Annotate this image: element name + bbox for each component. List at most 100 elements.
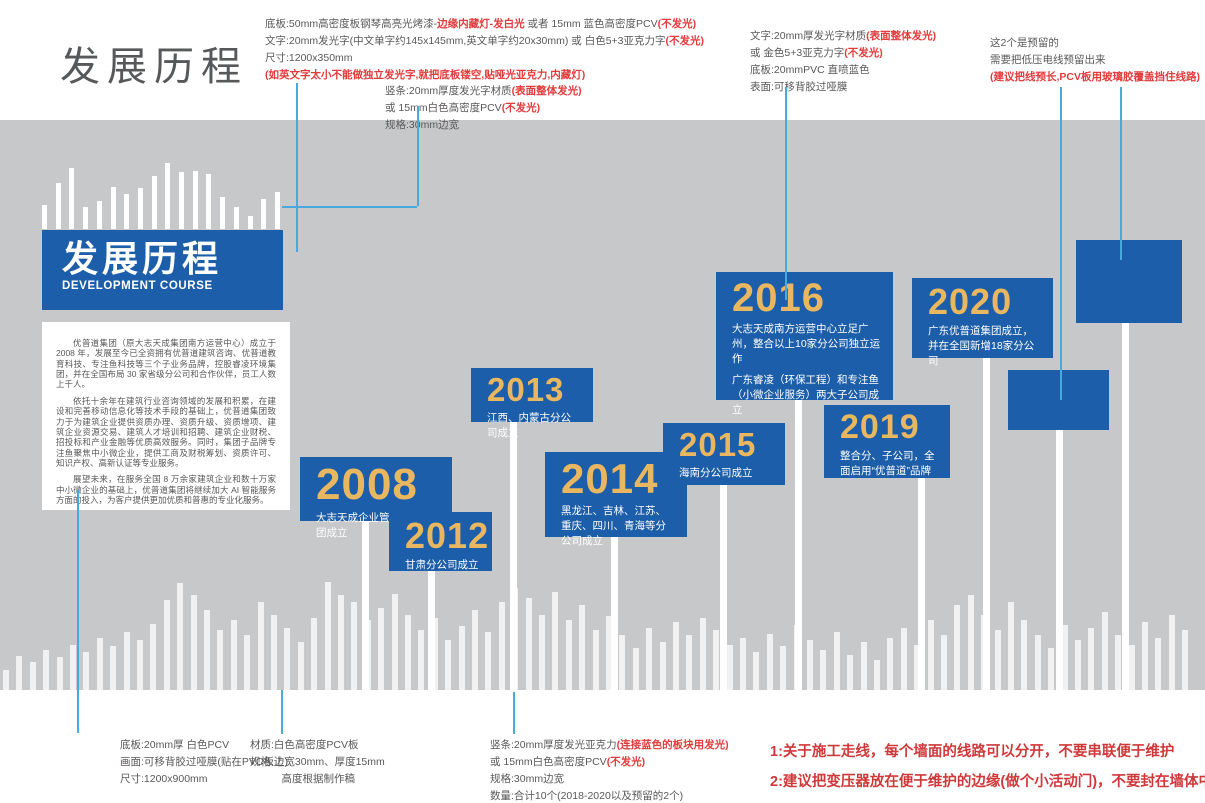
annotation-text: 规格:30mm边宽 xyxy=(490,773,565,785)
decorative-bar-bottom xyxy=(699,618,706,690)
intro-paragraph: 依托十余年在建筑行业咨询领域的发展和积累，在建设和完善移动信息化等技术手段的基础… xyxy=(56,395,276,468)
decorative-bar-bottom xyxy=(887,638,894,690)
timeline-sign-2008: 2008 大志天成企业管理咨询集团成立 xyxy=(300,457,452,539)
milestone-text: 广东优普道集团成立，并在全国新增18家分公司 xyxy=(928,324,1035,367)
decorative-bar-bottom xyxy=(552,592,559,690)
annotation-line: 画面:可移背胶过哑膜(贴在PVC板上) xyxy=(120,754,288,771)
decorative-bar-bottom xyxy=(592,630,599,690)
panel-subtitle: DEVELOPMENT COURSE xyxy=(62,279,213,292)
decorative-bar-top xyxy=(233,207,239,229)
construction-notes: 1:关于施工走线，每个墙面的线路可以分开，不要串联便于维护 2:建议把变压器放在… xyxy=(770,738,1205,797)
decorative-bar-bottom xyxy=(498,602,505,690)
milestone-description: 黑龙江、吉林、江苏、重庆、四川、青海等分公司成立 xyxy=(561,504,675,549)
milestone-description: 海南分公司成立 xyxy=(679,466,773,481)
decorative-bar-bottom xyxy=(324,582,331,690)
decorative-bar-top xyxy=(247,216,253,229)
annotation-text: 尺寸:1200x900mm xyxy=(120,773,208,785)
annotation-line: 或 金色5+3亚克力字(不发光) xyxy=(750,45,936,62)
timeline-sign-2020: 2020 广东优普道集团成立，并在全国新增18家分公司 xyxy=(912,278,1053,367)
annotation-line: 底板:20mmPVC 直喷蓝色 xyxy=(750,62,936,79)
annotation-line: 文字:20mm厚发光字材质(表面整体发光) xyxy=(750,28,936,45)
decorative-bar-bottom xyxy=(1021,620,1028,690)
annotation-text: 底板:20mmPVC 直喷蓝色 xyxy=(750,64,870,76)
decorative-bar-bottom xyxy=(271,615,277,690)
decorative-bar-bottom xyxy=(1155,638,1162,690)
decorative-bar-bottom xyxy=(29,662,36,690)
decorative-bar-bottom xyxy=(1088,628,1095,690)
construction-note-2: 2:建议把变压器放在便于维护的边缘(做个小活动门)，不要封在墙体中间 xyxy=(770,773,1205,790)
year-label: 2014 xyxy=(561,455,659,502)
decorative-bar-bottom xyxy=(83,652,90,690)
decorative-bar-bottom xyxy=(646,628,653,690)
milestone-description: 甘肃分公司成立 xyxy=(405,558,480,573)
decorative-bar-bottom xyxy=(110,646,117,690)
annotation-text: 规格:30mm边宽 xyxy=(385,119,460,131)
annotation-text: 规格:边宽30mm、厚度15mm xyxy=(250,756,385,768)
decorative-bar-bottom xyxy=(351,602,358,690)
decorative-bar-bottom xyxy=(1182,630,1189,690)
decorative-bar-top xyxy=(110,187,116,229)
annotation-board-spec: 底板:50mm高密度板钢琴高亮光烤漆-边缘内藏灯-发白光 或者 15mm 蓝色高… xyxy=(265,16,704,84)
decorative-bar-bottom xyxy=(914,645,921,690)
decorative-bar-bottom xyxy=(833,632,840,690)
decorative-bar-bottom xyxy=(244,635,251,690)
year-label: 2020 xyxy=(928,281,1013,322)
decorative-bar-bottom xyxy=(780,646,787,690)
decorative-bar-bottom xyxy=(485,632,492,690)
annotation-text: 画面:可移背胶过哑膜(贴在PVC板上) xyxy=(120,756,288,768)
decorative-bar-top xyxy=(42,205,47,229)
annotation-reserved-note: 这2个是预留的 需要把低压电线预留出来 (建议把线预长,PCV板用玻璃胶覆盖挡住线路… xyxy=(990,35,1200,86)
decorative-bar-bottom xyxy=(606,616,612,690)
annotation-line: 规格:30mm边宽 xyxy=(385,117,582,134)
decorative-bar-bottom xyxy=(3,670,9,690)
milestone-description: 广东优普道集团成立，并在全国新增18家分公司 xyxy=(928,324,1041,369)
annotation-text: 文字:20mm发光字(中文单字约145x145mm,英文单字约20x30mm) … xyxy=(265,35,666,47)
decorative-bar-bottom xyxy=(967,595,974,690)
sign-pole-2008 xyxy=(362,519,369,690)
timeline-title-panel: 发展历程 DEVELOPMENT COURSE xyxy=(42,230,283,310)
decorative-bar-bottom xyxy=(458,626,465,690)
decorative-bar-bottom xyxy=(70,645,76,690)
decorative-bar-bottom xyxy=(1008,602,1014,690)
decorative-bar-bottom xyxy=(418,630,425,690)
decorative-bar-top xyxy=(137,188,143,229)
decorative-bar-bottom xyxy=(137,640,143,690)
annotation-line: 竖条:20mm厚度发光字材质(表面整体发光) xyxy=(385,83,582,100)
decorative-bar-bottom xyxy=(807,640,813,690)
annotation-line: 尺寸:1200x900mm xyxy=(120,771,288,788)
annotation-line: 高度根据制作稿 xyxy=(250,771,385,788)
decorative-bar-bottom xyxy=(927,620,934,690)
year-label: 2019 xyxy=(840,408,920,446)
year-label: 2012 xyxy=(405,515,490,556)
decorative-bar-bottom xyxy=(1168,615,1175,690)
decorative-bar-bottom xyxy=(1142,622,1148,690)
annotation-text-red: (建议把线预长,PCV板用玻璃胶覆盖挡住线路) xyxy=(990,71,1200,83)
decorative-bar-top xyxy=(151,176,157,229)
annotation-text: 或 15mm白色高密度PCV xyxy=(385,102,502,114)
timeline-sign-2014: 2014 黑龙江、吉林、江苏、重庆、四川、青海等分公司成立 xyxy=(545,452,687,547)
decorative-bar-bottom xyxy=(565,620,572,690)
annotation-line: (建议把线预长,PCV板用玻璃胶覆盖挡住线路) xyxy=(990,69,1200,86)
decorative-bar-bottom xyxy=(525,598,532,690)
milestone-description: 整合分、子公司，全面启用“优普道”品牌 xyxy=(840,449,938,479)
year-label: 2013 xyxy=(487,371,565,408)
panel-title: 发展历程 xyxy=(62,238,223,279)
year-label: 2008 xyxy=(316,460,418,509)
decorative-bar-bottom xyxy=(405,615,411,690)
annotation-line: 需要把低压电线预留出来 xyxy=(990,52,1200,69)
decorative-bar-bottom xyxy=(1101,612,1108,690)
annotation-text: 底板:20mm厚 白色PCV xyxy=(120,739,230,751)
annotation-text-red: (不发光) xyxy=(844,47,883,59)
decorative-bar-bottom xyxy=(1128,645,1135,690)
decorative-bar-bottom xyxy=(338,595,344,690)
milestone-text: 黑龙江、吉林、江苏、重庆、四川、青海等分公司成立 xyxy=(561,505,666,547)
decorative-bar-top xyxy=(261,199,267,229)
decorative-bar-bottom xyxy=(954,605,961,690)
leader-line xyxy=(513,692,515,734)
decorative-bar-top xyxy=(124,194,130,229)
intro-paragraph: 展望未来，在服务全国 8 万余家建筑企业和数十万家中小微企业的基础上，优普道集团… xyxy=(56,474,276,506)
decorative-bar-bottom xyxy=(860,642,867,690)
timeline-sign-2012: 2012 甘肃分公司成立 xyxy=(389,512,492,571)
leader-line xyxy=(281,690,283,734)
annotation-line: 表面:可移背胶过哑膜 xyxy=(750,79,936,96)
